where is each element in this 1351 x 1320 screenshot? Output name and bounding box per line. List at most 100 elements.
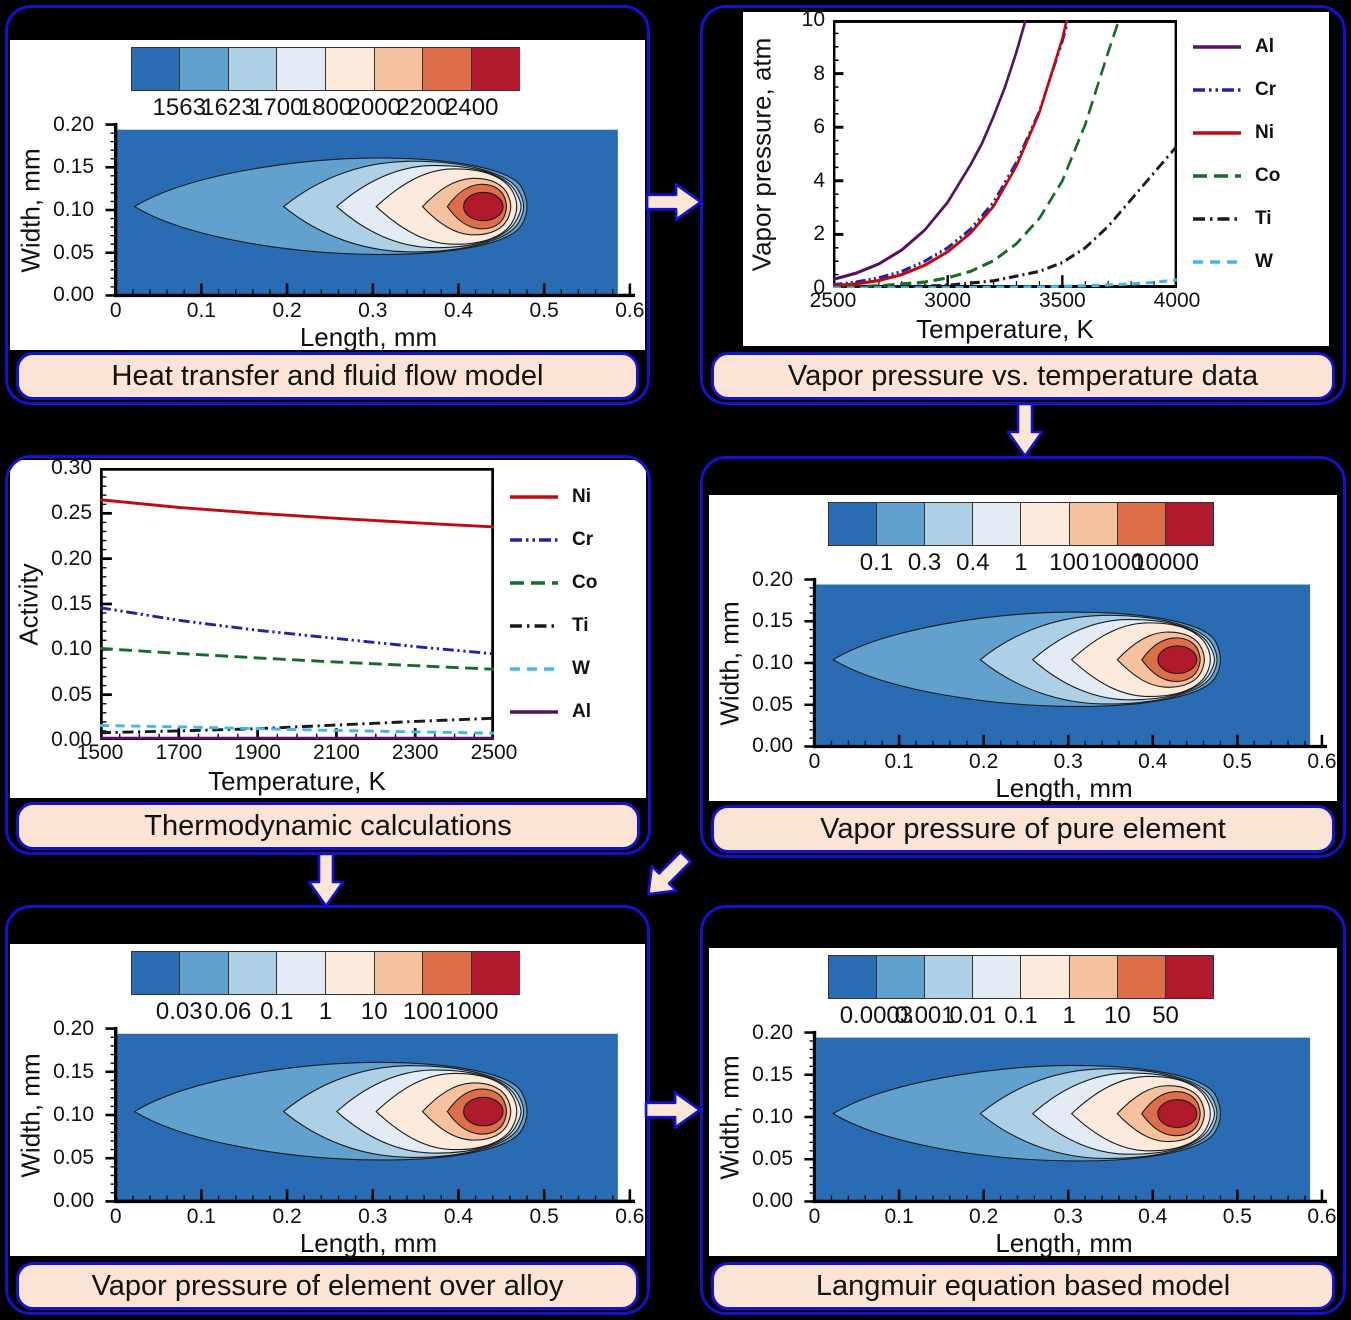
series-line-Ti [100, 716, 494, 735]
y-tick-label: 0.10 [752, 651, 793, 674]
colorbar-cell [423, 952, 472, 994]
colorbar-cell [277, 952, 327, 994]
y-tick-label: 0.10 [752, 1105, 793, 1128]
y-tick-label: 0.05 [752, 1147, 793, 1171]
x-tick-labels: 1500 1700 1900 2100 2300 2500 [77, 740, 518, 766]
y-tick-label: 0.20 [53, 1016, 94, 1040]
x-tick-label: 1500 [76, 741, 124, 764]
colorbar-cell [228, 952, 278, 994]
y-tick-label: 2 [813, 222, 825, 246]
colorbar-cell [374, 48, 424, 90]
colorbar-cell [326, 48, 375, 90]
x-tick-label: 0 [808, 1205, 821, 1228]
series-line-Cr [100, 606, 494, 656]
colorbar-label: 1563 [152, 94, 206, 121]
colorbar-cell [423, 48, 472, 90]
colorbar-labels: 0.03 0.06 0.1 1 10 100 1000 [131, 998, 521, 1026]
x-tick-label: 0.3 [358, 1205, 388, 1228]
y-tick-label: 4 [813, 168, 825, 192]
panel-heat-model: 1563 1623 1700 1800 2000 2200 2400 Width, mm 0… [5, 5, 650, 405]
contour-plot [802, 577, 1327, 749]
colorbar-label: 1 [318, 998, 333, 1025]
x-axis-label: Length, mm [995, 1228, 1133, 1258]
panel-thermodynamic: Activity 0.30 0.25 0.20 0.15 0.10 0.05 0.00 Ni… [5, 455, 651, 855]
x-tick-label: 0.2 [969, 1205, 999, 1228]
y-axis-label: Activity [13, 562, 44, 646]
legend: Ni Cr Co Ti W Al [494, 468, 642, 740]
colorbar-labels: 0.1 0.3 0.4 1 100 1000 10000 [828, 549, 1214, 577]
legend-label: W [1255, 250, 1273, 272]
legend: Al Cr Ni Co Ti W [1177, 20, 1325, 288]
panel-caption: Vapor pressure of pure element [711, 805, 1335, 853]
y-tick-labels: 0.20 0.15 0.10 0.05 0.00 [745, 568, 801, 758]
colorbar-cell [1021, 503, 1070, 545]
x-tick-label: 0.4 [443, 299, 474, 322]
plot-area-heat: 1563 1623 1700 1800 2000 2200 2400 Width, mm 0… [10, 40, 645, 352]
colorbar-cell [1165, 956, 1213, 998]
colorbar-labels: 0.0003 0.001 0.01 0.1 1 10 50 [828, 1002, 1214, 1030]
colorbar-label: 1800 [298, 94, 353, 121]
colorbar-label: 1000 [445, 998, 499, 1025]
colorbar-cells [828, 955, 1214, 999]
colorbar-label: 0.01 [949, 1002, 997, 1029]
x-tick-label: 0 [109, 299, 122, 322]
legend-item-Cr: Cr [508, 529, 642, 551]
colorbar-label: 0.1 [1004, 1002, 1038, 1029]
legend-label: Co [572, 571, 598, 593]
colorbar-label: 10 [360, 998, 388, 1025]
colorbar-label: 2000 [347, 94, 401, 121]
legend-label: Cr [1255, 78, 1277, 100]
legend-label: Ni [572, 485, 591, 507]
colorbar-label: 1623 [201, 94, 255, 121]
x-tick-label: 0.5 [1222, 1205, 1252, 1228]
x-tick-label: 0.2 [969, 750, 999, 773]
x-tick-label: 0.6 [615, 1205, 645, 1228]
legend-label: Ni [1255, 121, 1274, 143]
x-tick-label: 0.1 [186, 1205, 216, 1228]
y-axis-label: Width, mm [714, 600, 745, 726]
y-tick-label: 0.05 [53, 240, 94, 264]
x-axis-label: Length, mm [299, 1228, 438, 1258]
x-tick-label: 0.6 [1307, 1205, 1337, 1228]
y-tick-label: 8 [813, 61, 825, 85]
x-tick-label: 0.6 [1307, 750, 1337, 773]
colorbar-cell [1021, 956, 1070, 998]
line-plot [100, 468, 494, 740]
legend-item-Cr: Cr [1191, 79, 1325, 101]
panel-caption: Heat transfer and fluid flow model [16, 352, 639, 400]
legend-item-Co: Co [1191, 165, 1325, 187]
plot-area-vp-alloy: 0.03 0.06 0.1 1 10 100 1000 Width, mm 0.20 0.15… [10, 944, 645, 1258]
y-tick-label: 0.10 [53, 198, 94, 221]
y-tick-label: 0.00 [752, 1189, 793, 1213]
legend-line-sample-icon [1193, 216, 1241, 221]
colorbar-label: 0.0003 [839, 1002, 914, 1029]
colorbar-label: 0.1 [859, 549, 894, 576]
colorbar-cell [1117, 956, 1166, 998]
y-tick-label: 0.00 [752, 734, 793, 758]
panel-caption: Thermodynamic calculations [16, 802, 640, 850]
y-tick-label: 10 [801, 8, 825, 31]
colorbar-label: 2400 [445, 94, 499, 121]
y-axis-label: Width, mm [714, 1054, 745, 1180]
legend-item-Al: Al [1191, 36, 1325, 58]
pressure-colorbar: 0.03 0.06 0.1 1 10 100 1000 [130, 951, 521, 1026]
colorbar-cell [925, 956, 974, 998]
legend-item-Al: Al [508, 701, 642, 723]
colorbar-cell [180, 952, 229, 994]
y-tick-label: 6 [813, 115, 825, 139]
y-tick-label: 0.00 [53, 1189, 94, 1213]
legend-label: Cr [572, 528, 594, 550]
panel-vp-over-alloy: 0.03 0.06 0.1 1 10 100 1000 Width, mm 0.20 0.15… [5, 905, 650, 1315]
x-tick-label: 0.1 [186, 299, 216, 322]
panel-langmuir-model: 0.0003 0.001 0.01 0.1 1 10 50 Width, mm 0.20 0.… [700, 905, 1346, 1315]
x-tick-labels: 2500 3000 3500 4000 [810, 288, 1201, 314]
x-axis-label: Length, mm [299, 322, 438, 352]
colorbar-label: 0.4 [956, 549, 990, 576]
colorbar-label: 0.001 [894, 1002, 955, 1029]
colorbar-cell [877, 503, 926, 545]
y-tick-labels: 0.20 0.15 0.10 0.05 0.00 [46, 113, 102, 307]
series-line-Cr [833, 20, 1070, 287]
legend-label: Ti [572, 614, 589, 636]
legend-line-sample-icon [1193, 259, 1241, 264]
